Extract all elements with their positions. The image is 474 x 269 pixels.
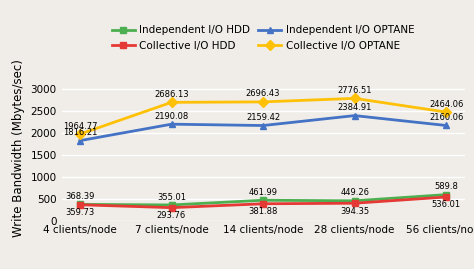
Text: 2159.42: 2159.42 bbox=[246, 113, 280, 122]
Text: 2190.08: 2190.08 bbox=[155, 112, 189, 121]
Text: 2464.06: 2464.06 bbox=[429, 100, 464, 109]
Text: 1816.21: 1816.21 bbox=[63, 128, 97, 137]
Text: 2696.43: 2696.43 bbox=[246, 90, 280, 98]
Independent I/O OPTANE bbox=[352, 114, 357, 117]
Text: 359.73: 359.73 bbox=[65, 208, 94, 217]
Collective I/O HDD bbox=[169, 206, 174, 209]
Text: 293.76: 293.76 bbox=[157, 211, 186, 220]
Independent I/O HDD bbox=[352, 199, 357, 202]
Text: 394.35: 394.35 bbox=[340, 207, 369, 216]
Collective I/O OPTANE bbox=[260, 100, 266, 104]
Text: 368.39: 368.39 bbox=[65, 192, 95, 201]
Text: 1964.77: 1964.77 bbox=[63, 122, 97, 131]
Collective I/O OPTANE bbox=[443, 111, 449, 114]
Line: Collective I/O HDD: Collective I/O HDD bbox=[76, 193, 450, 211]
Text: 461.99: 461.99 bbox=[248, 188, 278, 197]
Independent I/O HDD bbox=[443, 193, 449, 196]
Collective I/O HDD bbox=[77, 203, 83, 206]
Text: 589.8: 589.8 bbox=[434, 182, 458, 191]
Text: 2776.51: 2776.51 bbox=[337, 86, 372, 95]
Text: 355.01: 355.01 bbox=[157, 193, 186, 201]
Text: 2686.13: 2686.13 bbox=[154, 90, 189, 99]
Y-axis label: Write Bandwidth (Mbytes/sec): Write Bandwidth (Mbytes/sec) bbox=[12, 59, 25, 237]
Text: 2160.06: 2160.06 bbox=[429, 113, 464, 122]
Collective I/O OPTANE bbox=[352, 97, 357, 100]
Collective I/O OPTANE bbox=[77, 132, 83, 136]
Text: 381.88: 381.88 bbox=[248, 207, 278, 216]
Text: 449.26: 449.26 bbox=[340, 188, 369, 197]
Independent I/O HDD bbox=[260, 199, 266, 202]
Independent I/O OPTANE bbox=[443, 124, 449, 127]
Independent I/O OPTANE bbox=[260, 124, 266, 127]
Collective I/O OPTANE bbox=[169, 101, 174, 104]
Collective I/O HDD bbox=[443, 195, 449, 199]
Independent I/O OPTANE bbox=[169, 123, 174, 126]
Line: Collective I/O OPTANE: Collective I/O OPTANE bbox=[76, 95, 450, 137]
Independent I/O HDD bbox=[77, 203, 83, 206]
Independent I/O OPTANE bbox=[77, 139, 83, 142]
Collective I/O HDD bbox=[260, 202, 266, 206]
Independent I/O HDD bbox=[169, 203, 174, 207]
Text: 536.01: 536.01 bbox=[432, 200, 461, 209]
Line: Independent I/O HDD: Independent I/O HDD bbox=[76, 191, 450, 208]
Legend: Independent I/O HDD, Collective I/O HDD, Independent I/O OPTANE, Collective I/O : Independent I/O HDD, Collective I/O HDD,… bbox=[112, 25, 414, 51]
Collective I/O HDD bbox=[352, 201, 357, 205]
Text: 2384.91: 2384.91 bbox=[337, 103, 372, 112]
Line: Independent I/O OPTANE: Independent I/O OPTANE bbox=[76, 112, 450, 144]
